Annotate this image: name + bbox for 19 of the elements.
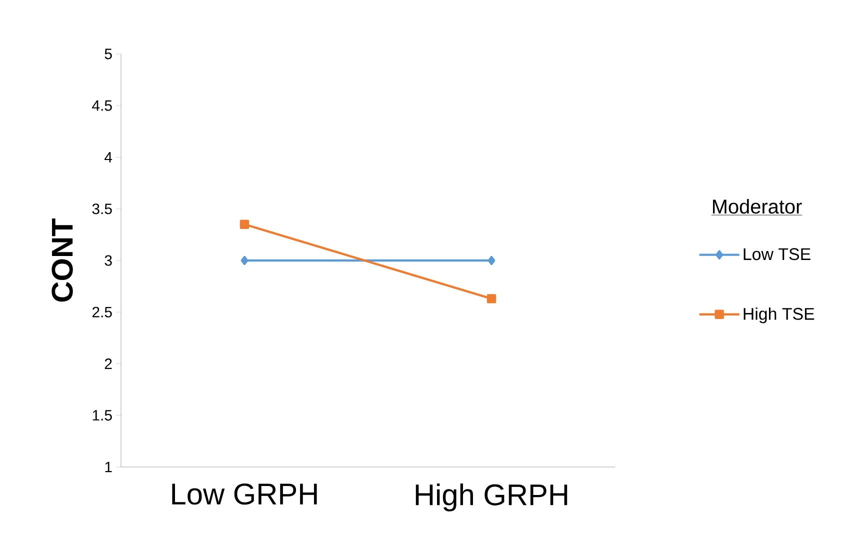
y-tick-label: 4.5 — [92, 100, 112, 111]
legend-label: Low TSE — [744, 248, 810, 260]
y-tick-label: 4 — [104, 152, 112, 162]
y-tick-label: 2.5 — [92, 306, 112, 318]
y-tick-label: 1 — [105, 462, 112, 472]
y-tick-label: 1.5 — [92, 410, 112, 421]
x-tick-label: High GRPH — [416, 484, 568, 512]
y-tick-label: 5 — [104, 48, 112, 60]
legend-title: Moderator — [713, 199, 802, 214]
y-tick-label: 3 — [104, 255, 112, 266]
point — [488, 256, 496, 266]
y-tick-label: 2 — [104, 358, 112, 369]
y-tick-label: 3.5 — [92, 204, 112, 214]
x-tick-label: Low GRPH — [172, 484, 317, 505]
point — [486, 294, 496, 304]
legend-label: High TSE — [744, 307, 814, 324]
y-axis-title: CONT — [52, 218, 73, 302]
point — [240, 256, 248, 266]
point — [240, 220, 250, 229]
